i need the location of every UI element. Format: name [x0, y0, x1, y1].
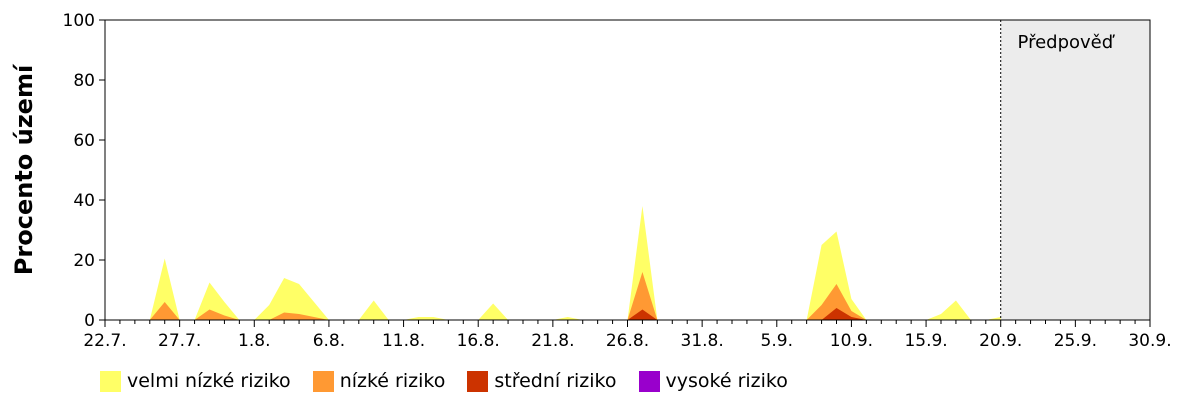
area-series-group	[105, 206, 1001, 320]
x-tick-label: 10.9.	[830, 331, 873, 351]
forecast-label: Předpověď	[1018, 32, 1116, 53]
x-tick-label: 20.9.	[979, 331, 1022, 351]
y-tick-label: 20	[73, 251, 95, 271]
legend-label-low: nízké riziko	[339, 370, 446, 392]
x-tick-label: 26.8.	[606, 331, 649, 351]
x-tick-label: 25.9.	[1054, 331, 1097, 351]
area-very-low	[105, 206, 1001, 320]
y-tick-label: 80	[73, 71, 95, 91]
x-tick-label: 5.9.	[761, 331, 793, 351]
x-tick-label: 15.9.	[904, 331, 947, 351]
x-tick-label: 30.9.	[1128, 331, 1171, 351]
legend-item-high: vysoké riziko	[638, 370, 788, 392]
y-tick-label: 60	[73, 131, 95, 151]
legend-item-very-low: velmi nízké riziko	[100, 370, 291, 392]
x-tick-label: 31.8.	[681, 331, 724, 351]
legend-swatch-very-low	[100, 370, 121, 392]
legend: velmi nízké riziko nízké riziko střední …	[100, 370, 810, 392]
area-medium	[105, 308, 1001, 320]
y-tick-label: 100	[63, 11, 95, 31]
y-axis-label: Procento území	[10, 63, 38, 275]
x-tick-label: 21.8.	[531, 331, 574, 351]
x-tick-label: 22.7.	[83, 331, 126, 351]
x-tick-label: 16.8.	[457, 331, 500, 351]
legend-label-very-low: velmi nízké riziko	[127, 370, 291, 392]
x-tick-label: 1.8.	[238, 331, 270, 351]
area-low	[105, 272, 1001, 320]
legend-swatch-medium	[467, 370, 489, 392]
x-axis: 22.7. 27.7. 1.8. 6.8. 11.8. 16.8. 21.8. 26.8. 31…	[83, 320, 1172, 351]
x-tick-label: 6.8.	[313, 331, 345, 351]
y-tick-label: 40	[73, 191, 95, 211]
legend-item-medium: střední riziko	[467, 370, 617, 392]
legend-swatch-low	[312, 370, 334, 392]
legend-swatch-high	[638, 370, 660, 392]
y-axis: 0 20 40 60 80 100	[63, 11, 105, 331]
legend-label-high: vysoké riziko	[665, 370, 788, 392]
forecast-region	[1000, 20, 1150, 320]
plot-frame	[104, 19, 1151, 321]
x-tick-label: 11.8.	[382, 331, 425, 351]
legend-item-low: nízké riziko	[312, 370, 446, 392]
y-tick-label: 0	[84, 311, 95, 331]
x-tick-label: 27.7.	[158, 331, 201, 351]
legend-label-medium: střední riziko	[494, 370, 617, 392]
